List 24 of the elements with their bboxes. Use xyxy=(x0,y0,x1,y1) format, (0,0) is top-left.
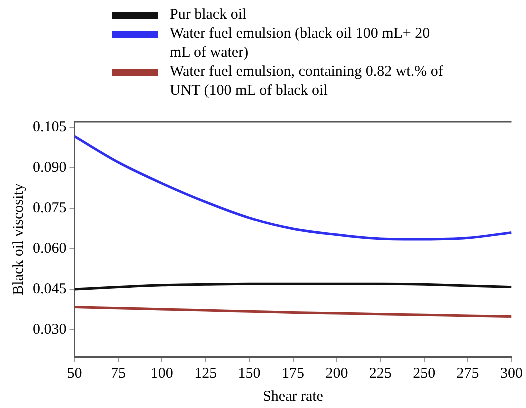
y-tick-label: 0.105 xyxy=(33,119,67,136)
y-tick-label: 0.045 xyxy=(33,281,67,298)
line-series xyxy=(74,306,512,318)
legend-label: Pur black oil xyxy=(170,6,247,25)
y-tick-label: 0.075 xyxy=(33,200,67,216)
x-tick-label: 200 xyxy=(326,366,348,382)
x-tick-label: 150 xyxy=(238,366,261,382)
y-tick-label: 0.090 xyxy=(33,160,67,176)
x-tick-label: 125 xyxy=(194,366,218,382)
y-tick-label: 0.060 xyxy=(33,240,67,257)
y-axis-title: Black oil viscosity xyxy=(10,183,27,296)
x-tick-label: 300 xyxy=(500,366,523,382)
x-tick-label: 225 xyxy=(369,366,392,382)
line-series xyxy=(74,135,512,241)
x-tick-label: 100 xyxy=(150,366,174,382)
y-tick-label: 0.030 xyxy=(33,322,67,338)
legend-label: Water fuel emulsion (black oil 100 mL+ 20 mL of water) xyxy=(170,25,432,63)
legend-label: Water fuel emulsion, containing 0.82 wt.% of UNT (100 mL of black oil xyxy=(170,63,444,101)
x-tick-label: 50 xyxy=(67,366,82,382)
x-tick-label: 250 xyxy=(413,366,436,382)
x-tick-label: 175 xyxy=(282,366,304,382)
x-axis-title: Shear rate xyxy=(263,388,324,405)
x-tick-label: 275 xyxy=(456,366,480,382)
x-tick-label: 75 xyxy=(110,366,126,382)
